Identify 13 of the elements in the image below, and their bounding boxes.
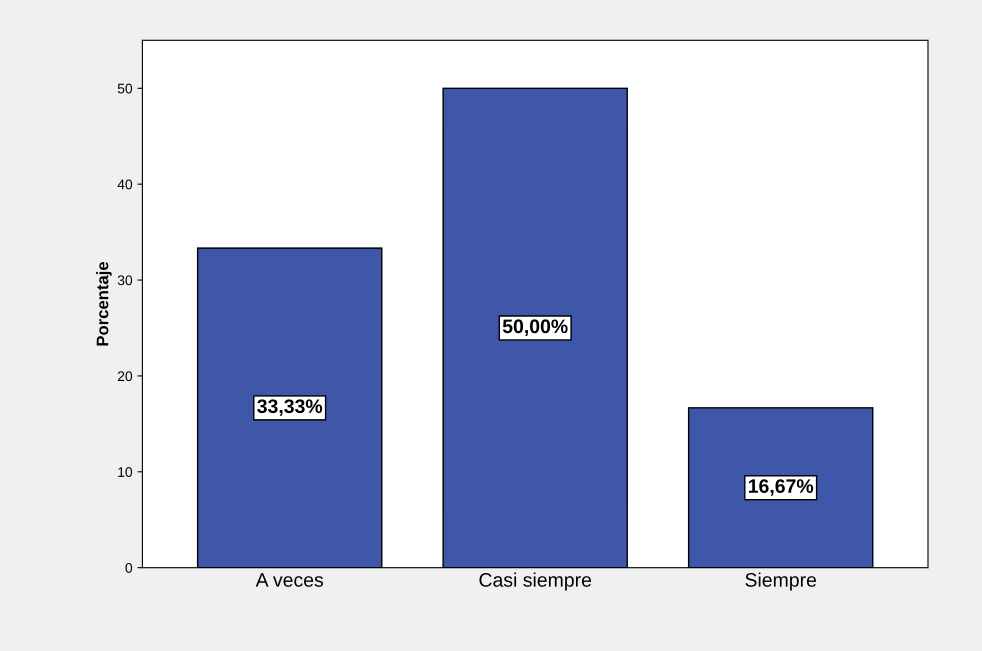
x-tick-label: Casi siempre [479,572,592,591]
y-tick-label: 10 [118,467,132,477]
data-label: 33,33% [257,399,322,416]
y-axis-title: Porcentaje [96,262,112,346]
data-label: 50,00% [502,319,568,336]
y-tick-label: 30 [118,275,132,286]
y-tick-label: 50 [118,84,132,94]
y-tick-label: 20 [118,371,132,382]
x-tick-label: A veces [256,573,324,587]
y-tick-label: 0 [125,563,132,573]
y-tick-label: 40 [118,180,132,190]
x-tick-label: Siempre [745,572,816,591]
data-label: 16,67% [748,479,814,496]
